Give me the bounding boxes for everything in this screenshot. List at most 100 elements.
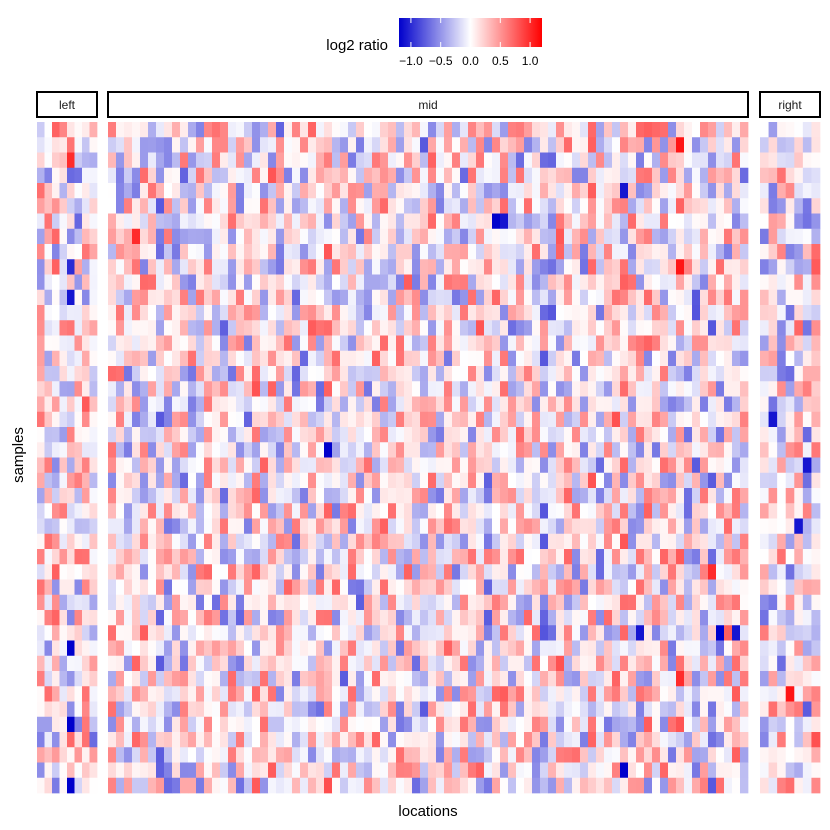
heatmap-cell: [164, 427, 173, 443]
heatmap-cell: [132, 686, 141, 702]
heatmap-cell: [708, 564, 717, 580]
heatmap-cell: [768, 289, 778, 306]
heatmap-cell: [292, 701, 301, 718]
heatmap-cell: [132, 167, 141, 184]
heatmap-cell: [156, 564, 165, 580]
heatmap-cell: [644, 427, 653, 443]
heatmap-cell: [44, 564, 53, 580]
heatmap-cell: [785, 259, 795, 275]
heatmap-cell: [196, 655, 205, 672]
heatmap-cell: [244, 503, 253, 519]
heatmap-cell: [44, 244, 53, 260]
heatmap-cell: [452, 579, 461, 596]
heatmap-cell: [236, 320, 245, 336]
heatmap-cell: [67, 366, 75, 382]
heatmap-cell: [532, 335, 541, 352]
heatmap-cell: [716, 320, 725, 336]
heatmap-cell: [444, 228, 453, 245]
heatmap-cell: [67, 716, 75, 733]
heatmap-cell: [164, 228, 173, 245]
heatmap-cell: [452, 198, 461, 214]
heatmap-cell: [556, 289, 565, 306]
heatmap-cell: [732, 350, 741, 367]
heatmap-cell: [284, 777, 293, 794]
heatmap-cell: [324, 228, 333, 245]
heatmap-cell: [768, 701, 778, 718]
heatmap-cell: [44, 335, 53, 352]
heatmap-cell: [204, 640, 213, 657]
heatmap-cell: [484, 594, 493, 611]
heatmap-cell: [768, 366, 778, 382]
heatmap-cell: [196, 152, 205, 169]
heatmap-cell: [308, 274, 317, 291]
heatmap-cell: [132, 274, 141, 291]
heatmap-cell: [492, 533, 501, 550]
heatmap-cell: [676, 122, 685, 138]
heatmap-cell: [628, 533, 637, 550]
heatmap-cell: [132, 427, 141, 443]
heatmap-cell: [740, 396, 749, 413]
heatmap-cell: [760, 533, 769, 550]
heatmap-cell: [59, 122, 68, 138]
heatmap-cell: [436, 198, 445, 214]
heatmap-cell: [372, 655, 381, 672]
heatmap-cell: [204, 335, 213, 352]
heatmap-cell: [67, 671, 75, 687]
heatmap-cell: [420, 716, 429, 733]
heatmap-cell: [132, 564, 141, 580]
heatmap-cell: [324, 762, 333, 779]
heatmap-cell: [716, 244, 725, 260]
heatmap-cell: [684, 427, 693, 443]
heatmap-cell: [652, 396, 661, 413]
heatmap-cell: [348, 503, 357, 519]
heatmap-cell: [794, 305, 804, 321]
heatmap-cell: [540, 366, 549, 382]
heatmap-cell: [604, 625, 613, 641]
heatmap-cell: [228, 686, 237, 702]
heatmap-cell: [212, 335, 221, 352]
heatmap-cell: [524, 213, 533, 230]
heatmap-cell: [212, 579, 221, 596]
heatmap-cell: [588, 610, 597, 626]
heatmap-cell: [388, 533, 397, 550]
heatmap-cell: [268, 747, 277, 763]
heatmap-cell: [777, 198, 787, 214]
heatmap-cell: [444, 213, 453, 230]
heatmap-cell: [532, 122, 541, 138]
heatmap-cell: [811, 594, 821, 611]
heatmap-cell: [777, 411, 787, 428]
heatmap-cell: [180, 442, 189, 458]
heatmap-cell: [676, 655, 685, 672]
heatmap-cell: [116, 472, 125, 489]
heatmap-cell: [628, 732, 637, 748]
heatmap-cell: [532, 701, 541, 718]
heatmap-cell: [716, 610, 725, 626]
heatmap-cell: [604, 167, 613, 184]
heatmap-cell: [500, 320, 509, 336]
heatmap-cell: [228, 747, 237, 763]
heatmap-cell: [316, 366, 325, 382]
heatmap-cell: [508, 518, 517, 535]
heatmap-cell: [556, 594, 565, 611]
heatmap-cell: [612, 137, 621, 153]
heatmap-cell: [644, 503, 653, 519]
heatmap-cell: [74, 152, 83, 169]
heatmap-cell: [188, 549, 197, 565]
heatmap-cell: [580, 610, 589, 626]
heatmap-cell: [164, 167, 173, 184]
heatmap-cell: [340, 320, 349, 336]
heatmap-cell: [140, 594, 149, 611]
heatmap-cell: [580, 350, 589, 367]
heatmap-cell: [604, 335, 613, 352]
heatmap-cell: [89, 732, 98, 748]
heatmap-cell: [380, 716, 389, 733]
heatmap-cell: [484, 167, 493, 184]
facet-strip-right: right: [759, 91, 821, 118]
heatmap-cell: [116, 747, 125, 763]
heatmap-cell: [700, 762, 709, 779]
heatmap-cell: [620, 716, 629, 733]
heatmap-cell: [172, 472, 181, 489]
heatmap-cell: [67, 244, 75, 260]
heatmap-cell: [364, 289, 373, 306]
heatmap-cell: [212, 228, 221, 245]
